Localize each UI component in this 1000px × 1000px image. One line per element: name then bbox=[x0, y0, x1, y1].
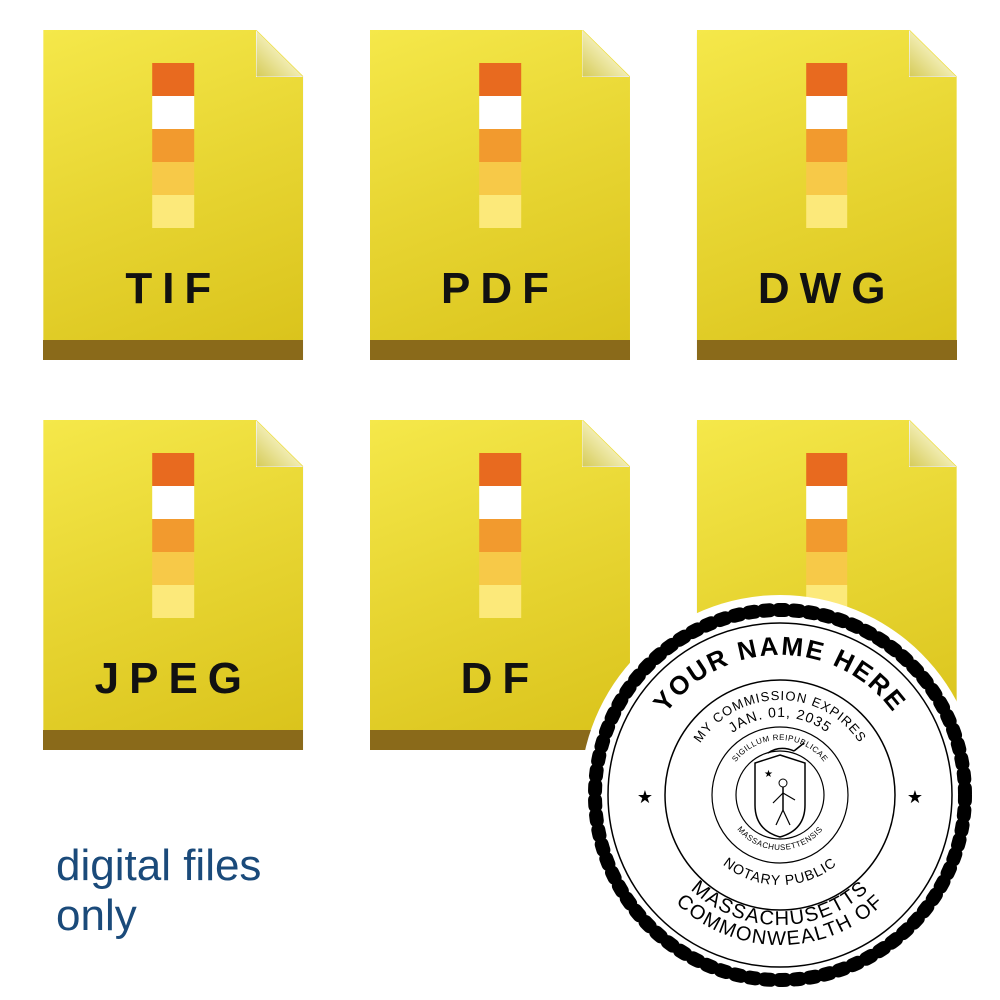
file-base-bar bbox=[43, 340, 303, 360]
svg-text:MASSACHUSETTENSIS: MASSACHUSETTENSIS bbox=[735, 825, 824, 852]
color-stripe bbox=[806, 453, 848, 486]
color-stripe bbox=[153, 195, 195, 228]
color-stripe-stack bbox=[806, 63, 848, 228]
caption: digital files only bbox=[56, 841, 261, 942]
file-base-bar bbox=[43, 730, 303, 750]
color-stripe bbox=[806, 162, 848, 195]
notary-seal: ★ ★ YOUR NAME HERE COMMONWEALTH OF MASSA… bbox=[580, 595, 980, 995]
color-stripe bbox=[806, 63, 848, 96]
svg-text:★: ★ bbox=[764, 769, 773, 780]
color-stripe bbox=[806, 486, 848, 519]
caption-line1: digital files bbox=[56, 841, 261, 892]
color-stripe bbox=[153, 63, 195, 96]
color-stripe bbox=[153, 453, 195, 486]
file-icon-pdf: PDF bbox=[370, 30, 630, 360]
seal-notary: NOTARY PUBLIC bbox=[721, 854, 840, 888]
caption-line2: only bbox=[56, 891, 261, 942]
seal-emblem: ★ bbox=[755, 743, 805, 837]
color-stripe bbox=[153, 162, 195, 195]
color-stripe bbox=[479, 96, 521, 129]
color-stripe bbox=[806, 195, 848, 228]
file-base-bar bbox=[697, 340, 957, 360]
color-stripe bbox=[479, 162, 521, 195]
color-stripe bbox=[153, 96, 195, 129]
color-stripe bbox=[479, 486, 521, 519]
color-stripe bbox=[153, 129, 195, 162]
file-ext-label: DWG bbox=[697, 264, 957, 314]
color-stripe bbox=[479, 195, 521, 228]
color-stripe bbox=[479, 63, 521, 96]
color-stripe-stack bbox=[806, 453, 848, 618]
color-stripe bbox=[479, 552, 521, 585]
seal-latin-bottom: MASSACHUSETTENSIS bbox=[735, 825, 824, 852]
file-base-bar bbox=[370, 340, 630, 360]
color-stripe bbox=[479, 585, 521, 618]
color-stripe bbox=[806, 129, 848, 162]
file-icon-tif: TIF bbox=[43, 30, 303, 360]
seal-star-left: ★ bbox=[637, 787, 653, 807]
color-stripe bbox=[153, 585, 195, 618]
color-stripe bbox=[153, 486, 195, 519]
color-stripe-stack bbox=[153, 453, 195, 618]
color-stripe bbox=[806, 96, 848, 129]
file-ext-label: PDF bbox=[370, 264, 630, 314]
seal-star-right: ★ bbox=[907, 787, 923, 807]
file-ext-label: TIF bbox=[43, 264, 303, 314]
svg-text:NOTARY PUBLIC: NOTARY PUBLIC bbox=[721, 854, 840, 888]
color-stripe bbox=[479, 519, 521, 552]
color-stripe-stack bbox=[153, 63, 195, 228]
color-stripe bbox=[806, 519, 848, 552]
file-icon-jpeg: JPEG bbox=[43, 420, 303, 750]
color-stripe-stack bbox=[479, 63, 521, 228]
color-stripe bbox=[479, 129, 521, 162]
color-stripe bbox=[153, 552, 195, 585]
color-stripe bbox=[479, 453, 521, 486]
file-ext-label: JPEG bbox=[43, 654, 303, 704]
color-stripe bbox=[806, 552, 848, 585]
color-stripe bbox=[153, 519, 195, 552]
color-stripe-stack bbox=[479, 453, 521, 618]
file-icon-dwg: DWG bbox=[697, 30, 957, 360]
